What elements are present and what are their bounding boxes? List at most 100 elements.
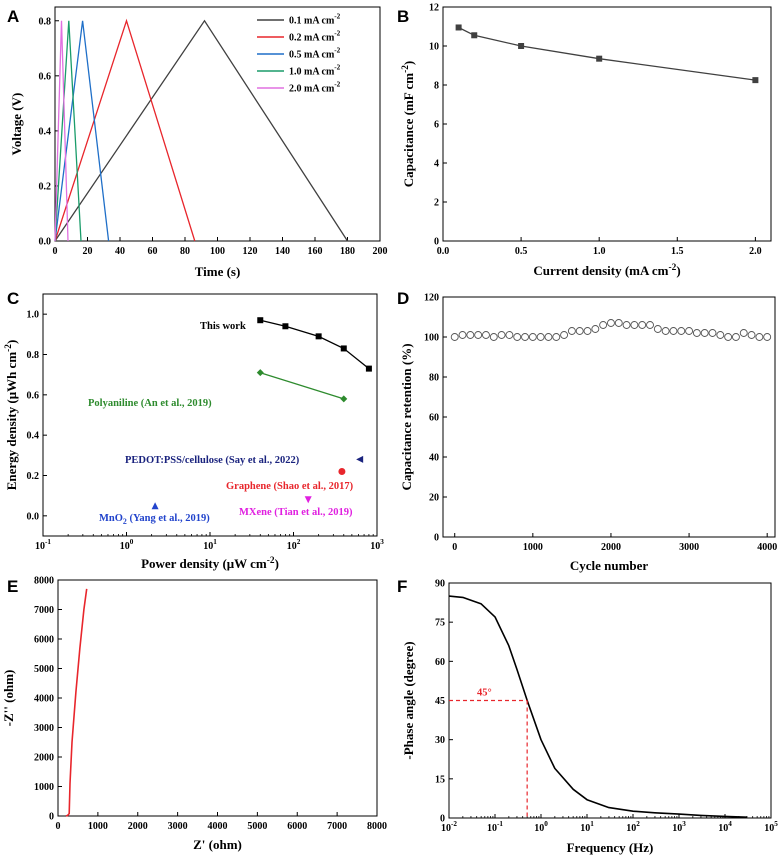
data-point <box>340 395 348 403</box>
data-point <box>536 333 545 341</box>
x-tick-label: 2000 <box>601 542 621 553</box>
y-tick-label: 2 <box>434 198 439 209</box>
y-tick-label: 0 <box>434 237 439 248</box>
panel-d: 0 1000 2000 3000 4000 0 20 40 60 80 100 120 Cycle nu… <box>399 293 777 574</box>
data-point <box>505 331 514 339</box>
data-point <box>340 345 347 352</box>
y-tick-label: 0.6 <box>39 71 52 82</box>
x-tick-label: 10-2 <box>441 820 457 834</box>
data-point <box>257 317 264 324</box>
x-tick-label: 100 <box>120 538 134 552</box>
y-tick-label: 30 <box>435 735 445 746</box>
series-line-5 <box>54 20 69 242</box>
x-tick-label: 40 <box>115 246 125 257</box>
series-line <box>458 26 756 81</box>
data-point <box>575 327 584 335</box>
data-point <box>661 327 670 335</box>
data-point <box>304 496 312 504</box>
y-tick-label: 0.0 <box>27 511 40 522</box>
data-point <box>638 321 647 329</box>
label-graphene: Graphene (Shao et al., 2017) <box>226 481 354 492</box>
y-tick-label: 1.0 <box>27 310 40 321</box>
panel-c: 10-1 100 101 102 103 0.0 0.2 0.4 0.6 0.8 1.0 This w… <box>4 293 384 571</box>
series-line <box>65 588 88 817</box>
data-point <box>513 333 522 341</box>
data-point <box>282 323 289 330</box>
x-tick-label: 103 <box>672 820 686 834</box>
data-point <box>653 325 662 333</box>
data-point <box>450 333 459 341</box>
data-point <box>599 321 608 329</box>
x-tick-label: 160 <box>308 246 323 257</box>
x-tick-label: 120 <box>243 246 258 257</box>
data-point <box>497 331 506 339</box>
y-tick-label: 15 <box>435 774 445 785</box>
x-tick-label: 100 <box>534 820 548 834</box>
y-tick-label: 60 <box>435 657 445 668</box>
x-tick-label: 102 <box>287 538 301 552</box>
plot-frame <box>57 579 378 817</box>
data-point <box>596 55 603 62</box>
x-tick-label: 0.5 <box>515 246 528 257</box>
label-mno2: MnO2 (Yang et al., 2019) <box>99 513 210 526</box>
data-point <box>356 455 364 463</box>
x-tick-label: 0 <box>452 542 457 553</box>
legend-label: 1.0 mA cm-2 <box>289 64 341 78</box>
y-tick-label: 5000 <box>34 664 54 675</box>
data-point <box>747 331 756 339</box>
data-point <box>466 331 475 339</box>
data-point <box>489 333 498 341</box>
y-tick-label: 0 <box>440 814 445 825</box>
data-point <box>763 333 772 341</box>
x-tick-label: 0 <box>56 821 61 832</box>
x-tick-label: 0.0 <box>437 246 450 257</box>
legend-label: 2.0 mA cm-2 <box>289 81 341 95</box>
data-point <box>700 329 709 337</box>
data-point <box>544 333 553 341</box>
x-tick-label: 3000 <box>168 821 188 832</box>
label-pedot: PEDOT:PSS/cellulose (Say et al., 2022) <box>125 455 300 466</box>
data-point <box>731 333 740 341</box>
data-point <box>455 24 462 31</box>
data-point <box>669 327 678 335</box>
data-point <box>256 369 264 377</box>
label-mxene: MXene (Tian et al., 2019) <box>239 507 353 518</box>
x-tick-label: 100 <box>210 246 225 257</box>
data-point <box>591 325 600 333</box>
x-axis-title: Cycle number <box>570 558 649 573</box>
y-tick-label: 10 <box>429 42 439 53</box>
data-point <box>365 365 372 372</box>
y-tick-label: 3000 <box>34 723 54 734</box>
x-tick-label: 180 <box>340 246 355 257</box>
data-point <box>482 331 490 339</box>
series-line-1 <box>54 19 349 242</box>
panel-label-d: D <box>397 289 409 308</box>
x-tick-label: 2.0 <box>749 246 762 257</box>
y-tick-label: 6000 <box>34 635 54 646</box>
x-axis-title: Time (s) <box>195 264 241 279</box>
data-point <box>471 32 478 39</box>
x-tick-label: 105 <box>764 820 778 834</box>
x-axis-title: Power density (μW cm-2) <box>141 556 279 571</box>
x-tick-label: 2000 <box>128 821 148 832</box>
x-tick-label: 20 <box>83 246 93 257</box>
y-tick-label: 6 <box>434 120 439 131</box>
data-point <box>607 319 615 327</box>
y-tick-label: 80 <box>429 373 439 384</box>
series-line-2 <box>260 372 344 400</box>
panel-a: 0 20 40 60 80 100 120 140 160 180 200 0.0 0.2 0.4 0.6 0… <box>9 6 388 279</box>
y-axis-title: Voltage (V) <box>9 93 24 156</box>
legend-label: 0.2 mA cm-2 <box>289 30 341 44</box>
y-tick-label: 0.2 <box>39 181 52 192</box>
x-tick-label: 60 <box>148 246 158 257</box>
y-tick-label: 0.8 <box>27 350 40 361</box>
y-axis-title: -Z'' (ohm) <box>1 670 16 727</box>
y-tick-label: 0.4 <box>39 126 52 137</box>
x-tick-label: 101 <box>580 820 594 834</box>
x-tick-label: 3000 <box>679 542 699 553</box>
data-point <box>614 319 623 327</box>
data-point <box>552 333 561 341</box>
y-tick-label: 0.6 <box>27 390 40 401</box>
legend-label: 0.1 mA cm-2 <box>289 13 341 27</box>
